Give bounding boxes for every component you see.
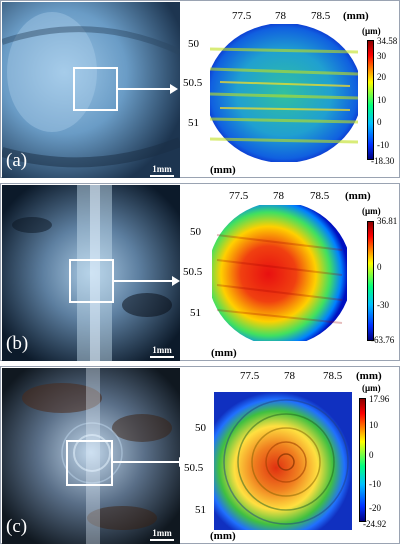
arrow-head [172, 276, 180, 286]
colorbar [359, 398, 366, 522]
sample-photo [2, 2, 180, 178]
y-tick: 50.5 [184, 462, 204, 474]
y-tick: 51 [188, 117, 199, 129]
x-tick: 78.5 [323, 370, 343, 382]
scale-bar-line [150, 356, 174, 358]
y-axis-unit: (mm) [210, 164, 236, 176]
x-tick: 78 [275, 10, 286, 22]
x-tick: 78.5 [311, 10, 331, 22]
height-map [214, 392, 352, 530]
y-axis-unit: (mm) [211, 347, 237, 359]
colorbar-label: 30 [377, 51, 386, 61]
scale-bar: 1mm [150, 345, 174, 358]
panel-frame [0, 183, 400, 361]
panel-b: (b) 1mm 77.5 78 78.5 (mm) 50 50.5 51 (mm… [0, 183, 402, 363]
y-tick: 51 [190, 307, 201, 319]
x-axis-unit: (mm) [345, 190, 371, 202]
panel-c: (c) 1mm 77.5 78 78.5 (mm) 50 50.5 51 (mm… [0, 366, 402, 546]
colorbar-label: -20 [369, 503, 381, 513]
y-tick: 50.5 [183, 77, 203, 89]
colorbar-label: 36.81 [377, 216, 398, 226]
colorbar [367, 221, 374, 341]
panel-label: (c) [6, 516, 28, 537]
colorbar-label: -18.30 [371, 156, 395, 166]
colorbar-label: 34.58 [377, 36, 398, 46]
colorbar-label: -30 [377, 300, 389, 310]
roi-box [73, 67, 118, 111]
panel-frame [0, 366, 400, 544]
height-map [212, 205, 347, 341]
colorbar-label: 17.96 [369, 394, 390, 404]
colorbar-label: -63.76 [371, 335, 395, 345]
arrow-line [118, 88, 170, 90]
colorbar-label: -10 [369, 479, 381, 489]
scale-bar-label: 1mm [152, 528, 172, 538]
sample-photo [2, 185, 180, 361]
colorbar-label: 0 [377, 262, 382, 272]
scale-bar: 1mm [150, 528, 174, 541]
x-tick: 78 [284, 370, 295, 382]
scale-bar-line [150, 175, 174, 177]
y-tick: 50 [190, 226, 201, 238]
scale-bar-label: 1mm [152, 164, 172, 174]
cbar-unit: (μm) [362, 26, 381, 36]
arrow-line [114, 280, 172, 282]
arrow-line [113, 461, 179, 463]
scale-bar: 1mm [150, 164, 174, 177]
y-tick: 50 [195, 422, 206, 434]
panel-label: (b) [6, 333, 29, 354]
sample-photo [2, 368, 180, 544]
arrow-head [170, 84, 178, 94]
colorbar-label: -10 [377, 140, 389, 150]
x-tick: 77.5 [232, 10, 252, 22]
arrow-head [179, 457, 187, 467]
x-tick: 77.5 [229, 190, 249, 202]
roi-box [66, 440, 113, 486]
y-axis-unit: (mm) [210, 530, 236, 542]
panel-frame [0, 0, 400, 178]
y-tick: 50.5 [183, 266, 203, 278]
height-map [210, 24, 358, 162]
panel-label: (a) [6, 150, 28, 171]
colorbar-label: 0 [369, 450, 374, 460]
colorbar-label: 10 [377, 95, 386, 105]
x-tick: 77.5 [240, 370, 260, 382]
panel-a: (a) 1mm 77.5 78 78.5 (mm) 50 50.5 51 (mm… [0, 0, 402, 180]
scale-bar-label: 1mm [152, 345, 172, 355]
colorbar-label: -24.92 [363, 519, 387, 529]
cbar-unit: (μm) [362, 383, 381, 393]
x-tick: 78.5 [310, 190, 330, 202]
roi-box [69, 259, 114, 303]
y-tick: 50 [188, 38, 199, 50]
colorbar-label: 20 [377, 72, 386, 82]
scale-bar-line [150, 539, 174, 541]
cbar-unit: (μm) [362, 206, 381, 216]
colorbar-label: 0 [377, 117, 382, 127]
y-tick: 51 [195, 504, 206, 516]
x-axis-unit: (mm) [356, 370, 382, 382]
colorbar-label: 10 [369, 420, 378, 430]
colorbar [367, 40, 374, 160]
x-tick: 78 [273, 190, 284, 202]
x-axis-unit: (mm) [343, 10, 369, 22]
